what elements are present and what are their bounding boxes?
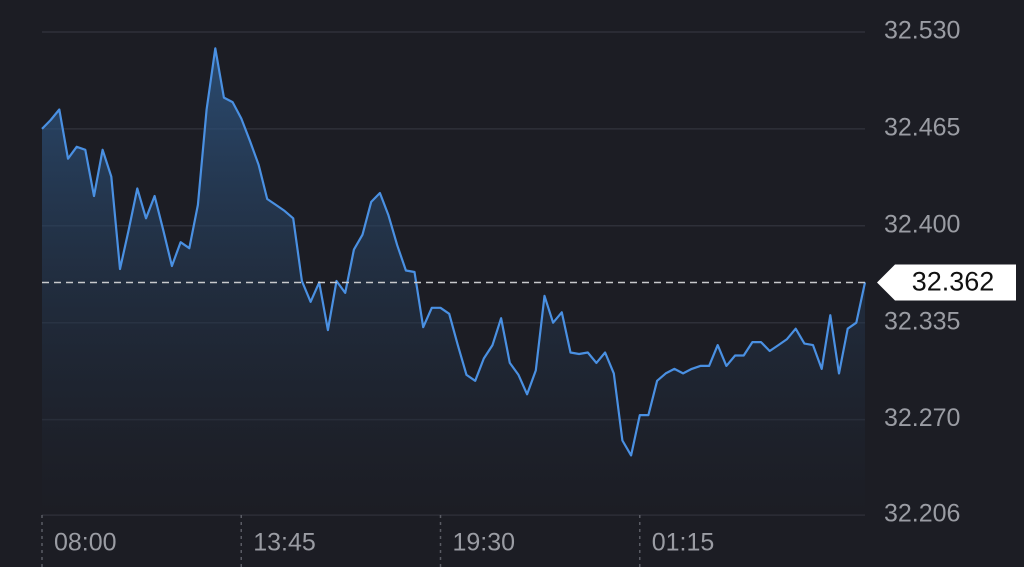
- area: [42, 48, 865, 516]
- x-tick-label: 08:00: [54, 529, 117, 557]
- y-tick-label: 32.530: [884, 17, 960, 45]
- current-price-badge: [877, 264, 1016, 301]
- y-tick-label: 32.335: [884, 307, 960, 335]
- current-price-label: 32.362: [912, 267, 995, 297]
- y-tick-label: 32.270: [884, 404, 960, 432]
- line: [41, 47, 867, 457]
- x-tick-label: 19:30: [453, 529, 516, 557]
- x-tick-label: 13:45: [253, 529, 316, 557]
- y-tick-label: 32.206: [884, 500, 960, 528]
- y-tick-label: 32.465: [884, 114, 960, 142]
- x-tick-label: 01:15: [652, 529, 715, 557]
- y-tick-label: 32.400: [884, 210, 960, 238]
